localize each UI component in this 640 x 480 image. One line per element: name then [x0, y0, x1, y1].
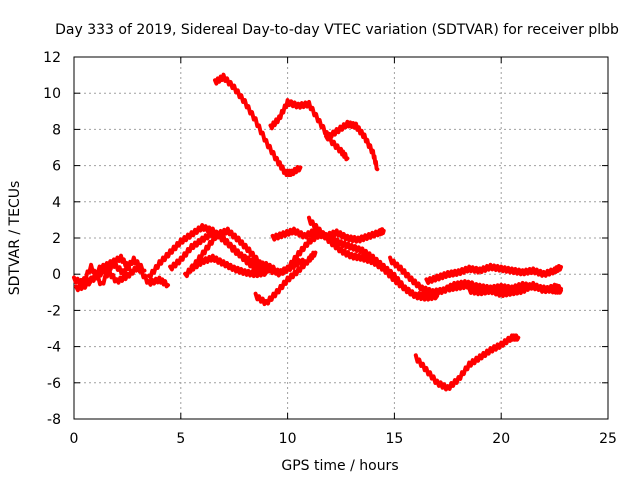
series-line-sat-g: [74, 253, 132, 293]
chart-title: Day 333 of 2019, Sidereal Day-to-day VTE…: [55, 22, 619, 38]
series-line-sat-o: [307, 215, 440, 302]
y-tick-label: 0: [52, 267, 61, 283]
y-tick-label: 8: [52, 122, 61, 138]
x-tick-label: 5: [176, 431, 185, 447]
y-tick-label: 6: [52, 159, 61, 175]
series-line-sat-k: [189, 253, 269, 279]
series-line-sat-h: [146, 223, 269, 280]
x-tick-label: 15: [385, 431, 403, 447]
y-tick-label: 2: [52, 231, 61, 247]
y-axis-label: SDTVAR / TECUs: [7, 181, 23, 296]
axis-ticks: 0 5 10 15 20 25 -8 -6 -4 -2 0 2 4 6 8 10 12: [43, 50, 617, 447]
x-tick-label: 0: [70, 431, 79, 447]
series-line-sat-a: [213, 72, 303, 177]
series-line-sat-n: [270, 226, 386, 244]
x-axis-label: GPS time / hours: [281, 458, 398, 474]
y-tick-label: -2: [47, 303, 61, 319]
series-line-sat-c: [324, 119, 380, 172]
series-line-sat-l: [253, 250, 318, 307]
y-tick-label: -4: [47, 340, 61, 356]
y-tick-label: -6: [47, 376, 61, 392]
series-line-sat-s: [467, 280, 563, 298]
series-line-sat-p: [388, 255, 478, 297]
y-tick-label: 4: [52, 195, 61, 211]
x-tick-label: 10: [279, 431, 297, 447]
y-tick-label: 12: [43, 50, 61, 66]
y-tick-label: 10: [43, 86, 61, 102]
series-line-sat-q: [424, 262, 563, 285]
series-group: [72, 72, 563, 392]
series-line-sat-d: [413, 333, 521, 392]
x-tick-label: 25: [599, 431, 617, 447]
x-tick-label: 20: [492, 431, 510, 447]
y-tick-label: -8: [47, 412, 61, 428]
series-line-sat-b: [268, 98, 350, 162]
